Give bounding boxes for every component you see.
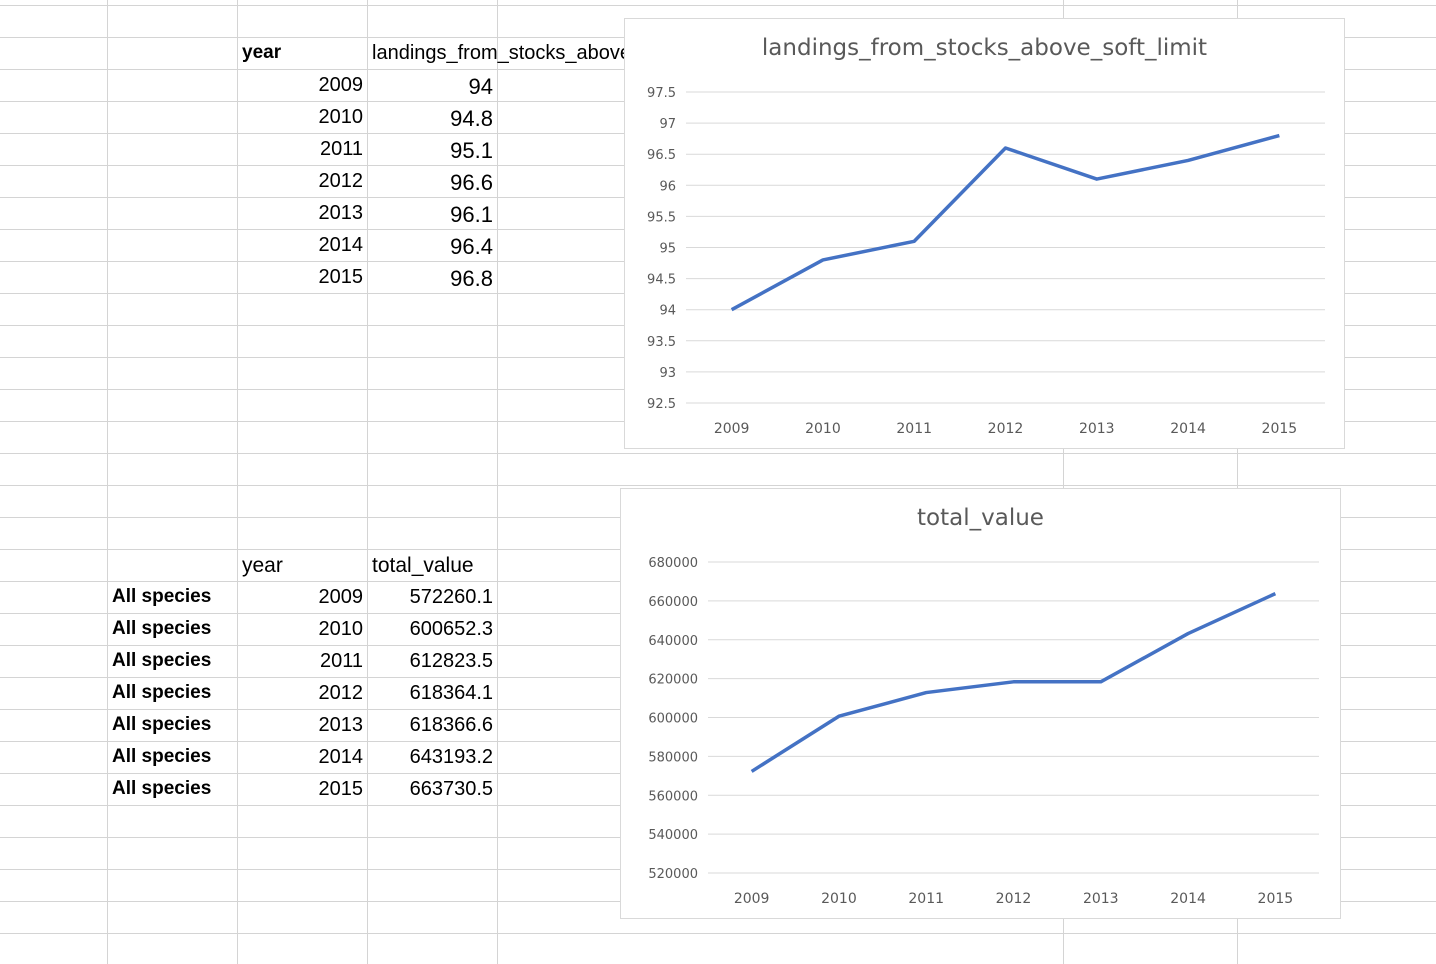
- header-total-value[interactable]: total_value: [372, 554, 474, 577]
- x-tick-label: 2009: [734, 891, 770, 907]
- cell-species[interactable]: All species: [112, 586, 212, 607]
- series-line: [730, 133, 1280, 312]
- cell-landings[interactable]: 95.1: [450, 138, 493, 163]
- cell-total-value[interactable]: 663730.5: [409, 778, 493, 800]
- cell-year[interactable]: 2013: [318, 202, 364, 224]
- x-tick-label: 2013: [1083, 891, 1119, 907]
- y-tick-label: 92.5: [647, 397, 676, 412]
- y-tick-label: 620000: [648, 673, 698, 688]
- cell-year[interactable]: 2015: [318, 266, 364, 288]
- y-tick-label: 95: [659, 242, 676, 257]
- cell-species[interactable]: All species: [112, 618, 212, 639]
- y-tick-label: 93: [659, 366, 676, 381]
- cell-species[interactable]: All species: [112, 650, 212, 671]
- header-year[interactable]: year: [242, 42, 282, 63]
- series-line: [750, 592, 1277, 773]
- chart-title: total_value: [917, 505, 1044, 531]
- x-tick-label: 2015: [1258, 891, 1294, 907]
- y-tick-label: 94.5: [647, 273, 676, 288]
- x-tick-label: 2011: [896, 421, 932, 437]
- x-tick-label: 2014: [1170, 421, 1206, 437]
- cell-total-value[interactable]: 618364.1: [409, 682, 493, 704]
- cell-year[interactable]: 2012: [318, 682, 364, 704]
- cell-species[interactable]: All species: [112, 714, 212, 735]
- chart-title: landings_from_stocks_above_soft_limit: [761, 35, 1208, 61]
- chart-total-value[interactable]: total_value 520000 540000 560000 580000 6000…: [620, 488, 1341, 919]
- cell-total-value[interactable]: 612823.5: [409, 650, 493, 672]
- cell-total-value[interactable]: 618366.6: [409, 714, 493, 736]
- x-tick-label: 2009: [714, 421, 750, 437]
- cell-total-value[interactable]: 572260.1: [409, 586, 493, 608]
- cell-total-value[interactable]: 643193.2: [409, 746, 493, 768]
- cell-year[interactable]: 2013: [318, 714, 364, 736]
- cell-species[interactable]: All species: [112, 682, 212, 703]
- x-tick-label: 2012: [996, 891, 1032, 907]
- cell-year[interactable]: 2014: [318, 234, 364, 256]
- cell-year[interactable]: 2009: [318, 586, 364, 608]
- y-tick-label: 97.5: [647, 86, 676, 101]
- cell-year[interactable]: 2014: [318, 746, 364, 768]
- cell-landings[interactable]: 96.8: [450, 266, 493, 291]
- y-tick-label: 540000: [648, 828, 698, 843]
- chart-landings[interactable]: landings_from_stocks_above_soft_limit 92…: [624, 18, 1345, 449]
- y-tick-label: 94: [659, 304, 676, 319]
- y-tick-label: 97: [659, 117, 676, 132]
- chart-landings-plot: 92.5 93 93.5 94 94.5 95 95.5 96 96.5 97 97.5 2009 20…: [647, 86, 1325, 437]
- x-tick-label: 2015: [1262, 421, 1298, 437]
- x-tick-label: 2014: [1170, 891, 1206, 907]
- chart-total-value-plot: 520000 540000 560000 580000 600000 620000 6400…: [648, 556, 1319, 907]
- x-tick-label: 2013: [1079, 421, 1115, 437]
- x-tick-label: 2011: [908, 891, 944, 907]
- cell-landings[interactable]: 96.4: [450, 234, 493, 259]
- cell-year[interactable]: 2011: [319, 138, 363, 160]
- x-tick-label: 2010: [821, 891, 857, 907]
- y-tick-label: 600000: [648, 712, 698, 727]
- y-tick-label: 680000: [648, 556, 698, 571]
- cell-species[interactable]: All species: [112, 778, 212, 799]
- cell-total-value[interactable]: 600652.3: [409, 618, 493, 640]
- cell-year[interactable]: 2015: [318, 778, 364, 800]
- cell-year[interactable]: 2011: [319, 650, 363, 672]
- cell-year[interactable]: 2010: [318, 618, 364, 640]
- y-tick-label: 96.5: [647, 148, 676, 163]
- y-tick-label: 580000: [648, 750, 698, 765]
- y-tick-label: 560000: [648, 789, 698, 804]
- y-tick-label: 660000: [648, 595, 698, 610]
- y-tick-label: 96: [659, 179, 676, 194]
- cell-landings[interactable]: 96.1: [450, 202, 493, 227]
- cell-landings[interactable]: 96.6: [450, 170, 493, 195]
- y-tick-label: 95.5: [647, 210, 676, 225]
- cell-landings[interactable]: 94.8: [450, 106, 493, 131]
- header-landings[interactable]: landings_from_stocks_above_soft_limit: [372, 42, 628, 64]
- y-tick-label: 520000: [648, 867, 698, 882]
- y-tick-label: 93.5: [647, 335, 676, 350]
- cell-year[interactable]: 2012: [318, 170, 364, 192]
- cell-year[interactable]: 2010: [318, 106, 364, 128]
- y-tick-label: 640000: [648, 634, 698, 649]
- cell-year[interactable]: 2009: [318, 74, 364, 96]
- header-year-2[interactable]: year: [242, 554, 283, 577]
- cell-landings[interactable]: 94: [468, 74, 493, 99]
- cell-species[interactable]: All species: [112, 746, 212, 767]
- x-tick-label: 2010: [805, 421, 841, 437]
- x-tick-label: 2012: [988, 421, 1024, 437]
